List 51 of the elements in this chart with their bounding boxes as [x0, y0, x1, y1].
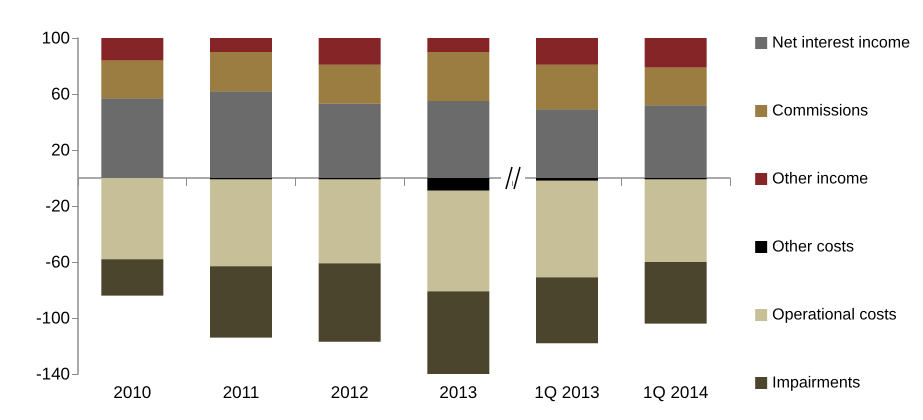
legend-label: Commissions [772, 102, 868, 120]
legend-label: Other costs [772, 238, 854, 256]
bar [644, 105, 707, 178]
bar [318, 179, 381, 264]
bar [427, 101, 490, 178]
bar [536, 180, 598, 278]
bar [536, 277, 598, 344]
legend-label: Operational costs [772, 306, 897, 324]
y-tick-label: 20 [51, 140, 70, 160]
legend-label: Impairments [772, 374, 860, 392]
bar [210, 38, 272, 52]
x-tick-label: 2011 [222, 383, 260, 402]
bar [644, 38, 707, 68]
bar [101, 259, 164, 296]
y-tick-label: -60 [45, 252, 70, 272]
bar [210, 52, 272, 92]
bar [427, 291, 490, 374]
bar [318, 64, 381, 104]
bar [427, 178, 490, 191]
bar [101, 38, 164, 60]
x-tick-label: 2010 [113, 383, 152, 402]
y-tick-label: -100 [36, 308, 70, 328]
bar [101, 98, 164, 178]
bar [101, 178, 164, 260]
bar [101, 60, 164, 98]
bar [644, 179, 707, 262]
x-tick-label: 2012 [330, 383, 369, 402]
bar [318, 263, 381, 342]
y-tick-label: 60 [51, 84, 70, 104]
bar [536, 64, 598, 110]
y-tick-label: -140 [36, 364, 70, 384]
x-tick-label: 1Q 2014 [643, 383, 708, 402]
bar [644, 67, 707, 106]
bar [427, 52, 490, 101]
bar [536, 178, 598, 181]
y-tick-label: -20 [45, 196, 70, 216]
bar [210, 91, 272, 178]
bar [210, 179, 272, 266]
x-tick-label: 2013 [439, 383, 478, 402]
x-tick-label: 1Q 2013 [534, 383, 600, 402]
bar [318, 38, 381, 65]
bar [536, 38, 598, 65]
legend-label: Other income [772, 170, 868, 188]
bar [536, 109, 598, 178]
legend-label: Net interest income [772, 34, 910, 52]
bar [210, 266, 272, 338]
y-tick-label: 100 [42, 28, 70, 48]
bar [427, 190, 490, 292]
bar [427, 38, 490, 52]
bar [644, 262, 707, 324]
bar [318, 104, 381, 178]
